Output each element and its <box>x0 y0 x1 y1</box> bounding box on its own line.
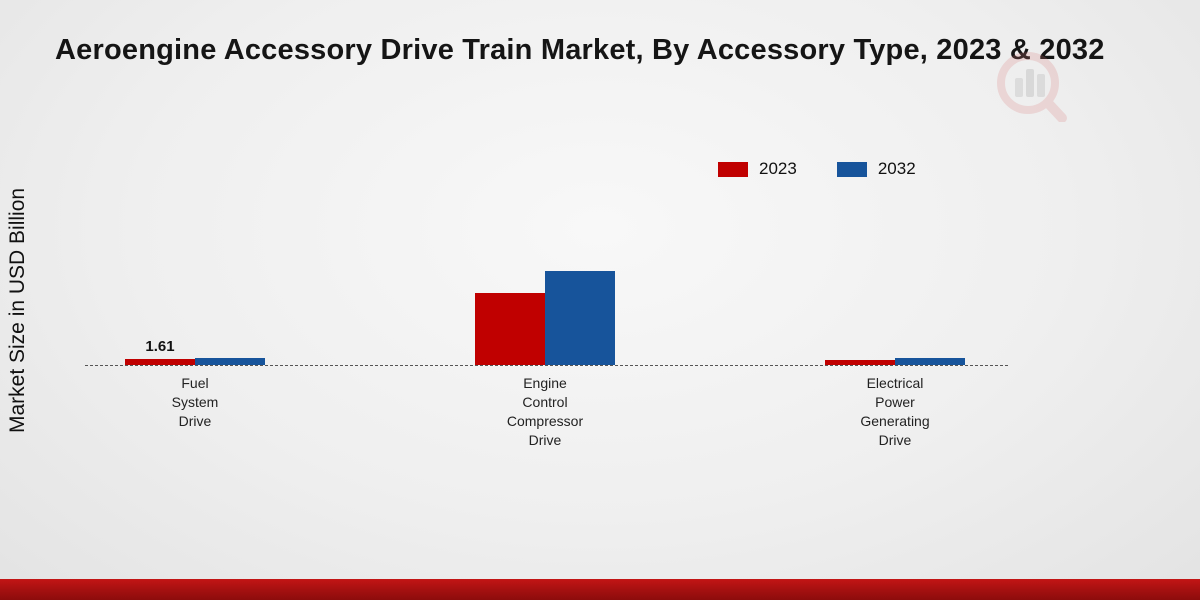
bar-value-label: 1.61 <box>145 338 175 355</box>
x-axis-baseline <box>85 365 1008 366</box>
legend-item-2023: 2023 <box>718 159 797 179</box>
y-axis-label: Market Size in USD Billion <box>6 187 29 433</box>
category-label-electrical-power-generating-drive: Electrical Power Generating Drive <box>860 375 930 448</box>
category-label-fuel-system-drive: Fuel System Drive <box>171 375 219 429</box>
bar-2023-electrical-power-generating-drive <box>825 360 895 365</box>
footer-red-bar <box>0 579 1200 600</box>
bar-2023-fuel-system-drive <box>125 359 195 365</box>
legend-swatch-2023 <box>718 161 748 177</box>
bar-2032-engine-control-compressor-drive <box>545 271 615 365</box>
bar-2032-electrical-power-generating-drive <box>895 358 965 365</box>
bar-2032-fuel-system-drive <box>195 358 265 365</box>
legend: 2023 2032 <box>718 159 916 179</box>
bar-2023-engine-control-compressor-drive <box>475 293 545 365</box>
legend-label-2032: 2032 <box>877 159 916 178</box>
chart-title: Aeroengine Accessory Drive Train Market,… <box>55 34 1105 66</box>
market-research-logo-watermark-icon <box>997 52 1067 122</box>
legend-label-2023: 2023 <box>759 159 797 178</box>
category-label-engine-control-compressor-drive: Engine Control Compressor Drive <box>506 375 584 448</box>
legend-swatch-2032 <box>836 161 867 177</box>
legend-item-2032: 2032 <box>836 159 916 179</box>
